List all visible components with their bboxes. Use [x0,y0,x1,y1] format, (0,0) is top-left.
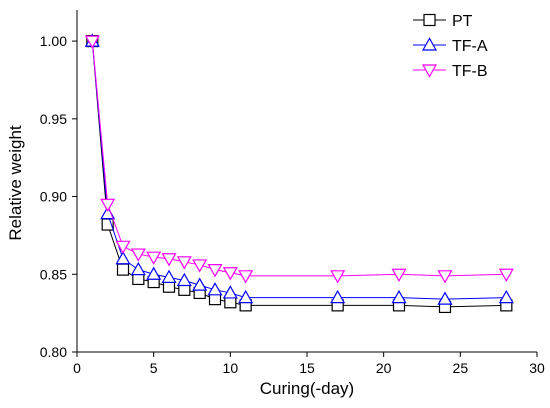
series-line-pt [91,41,507,308]
data-point-tf-a [437,291,453,305]
x-tick-label: 0 [73,360,81,376]
legend-label-tf-a: TF-A [452,38,488,55]
x-tick-label: 20 [376,360,392,376]
series-line-tf-b [91,41,507,277]
x-tick-label: 10 [223,360,239,376]
y-tick-label: 1.00 [40,33,67,49]
legend-marker-tf-a [421,37,438,51]
data-point-tf-b [161,253,177,267]
legend: PT TF-A TF-B [413,13,488,80]
data-point-tf-b [238,270,254,284]
data-point-tf-a [330,289,346,304]
y-tick-label: 0.80 [40,344,67,360]
series-layer [84,33,514,314]
data-point-tf-a [391,289,407,304]
data-point-tf-b [330,270,346,284]
data-point-tf-a [192,277,208,291]
x-tick-label: 25 [453,360,469,376]
series-tf-b [84,35,514,284]
y-axis-title: Relative weight [6,125,25,241]
series-tf-a [84,33,514,305]
data-point-tf-a [115,251,131,265]
legend-marker-tf-b [421,64,438,78]
data-point-tf-a [222,285,238,299]
data-point-tf-b [222,267,238,281]
data-point-tf-a [176,272,192,287]
legend-marker-pt [423,13,436,27]
data-point-tf-a [146,266,162,280]
data-point-tf-b [176,256,192,270]
data-point-tf-b [115,240,131,255]
data-point-tf-b [192,259,208,273]
data-point-tf-a [498,289,514,304]
data-point-tf-b [437,270,453,284]
legend-item-tf-b: TF-B [413,63,488,80]
x-tick-label: 30 [529,360,545,376]
legend-item-pt: PT [413,13,473,30]
data-point-tf-b [146,251,162,265]
data-point-tf-b [498,268,514,282]
y-tick-label: 0.90 [40,189,67,205]
data-point-tf-b [130,248,146,262]
y-tick-label: 0.95 [40,111,67,127]
x-axis-title: Curing(-day) [260,379,354,398]
legend-label-pt: PT [452,13,473,30]
data-point-tf-a [238,289,254,304]
legend-item-tf-a: TF-A [413,37,488,55]
data-point-tf-a [207,282,223,296]
data-point-tf-b [84,35,100,49]
legend-label-tf-b: TF-B [452,63,488,80]
data-point-tf-b [391,268,407,282]
data-point-tf-a [130,261,146,276]
x-tick-label: 15 [299,360,315,376]
data-point-pt [116,263,130,276]
data-point-tf-b [100,198,116,213]
x-tick-label: 5 [150,360,158,376]
data-point-tf-a [161,269,177,283]
axes: 0 5 10 15 20 25 30 0.80 0.85 0.90 0.95 1.00 [40,10,545,376]
y-tick-label: 0.85 [40,266,67,282]
data-point-tf-b [207,264,223,278]
